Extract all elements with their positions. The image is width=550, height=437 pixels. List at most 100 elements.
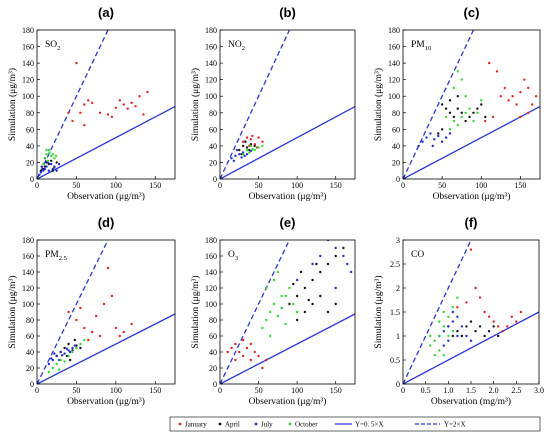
point-january bbox=[249, 138, 253, 141]
y-tick-label: 40 bbox=[209, 348, 217, 357]
point-july bbox=[456, 334, 459, 338]
point-july bbox=[61, 354, 64, 357]
point-january bbox=[487, 61, 491, 65]
y-axis-label: Simulation (μg/m³) bbox=[190, 275, 201, 348]
axes-frame bbox=[219, 239, 356, 385]
y-tick-label: 0 bbox=[30, 175, 34, 184]
point-october bbox=[429, 334, 432, 338]
point-january bbox=[484, 119, 487, 123]
point-january bbox=[234, 342, 237, 346]
y-tick-label: 60 bbox=[26, 332, 34, 341]
point-october bbox=[57, 368, 61, 371]
point-april bbox=[244, 140, 247, 143]
point-april bbox=[253, 144, 256, 148]
y-tick-label: 140 bbox=[22, 59, 34, 68]
y-tick-label: 40 bbox=[26, 142, 34, 151]
line-y-half-x bbox=[37, 105, 175, 179]
line-y-2x bbox=[220, 30, 291, 179]
point-april bbox=[342, 246, 345, 250]
point-january bbox=[241, 354, 245, 358]
point-april bbox=[456, 330, 459, 333]
panel-a: (a) 0 50 100 150 0 20 40 60 80 100 120 140 160 180 Obse… bbox=[7, 5, 176, 202]
point-january bbox=[110, 115, 114, 119]
reference-lines bbox=[403, 30, 540, 179]
point-april bbox=[469, 320, 473, 323]
point-july bbox=[447, 339, 450, 342]
y-tick-label: 100 bbox=[388, 92, 400, 101]
panel-label: (f) bbox=[465, 215, 478, 230]
axes-frame bbox=[219, 29, 356, 180]
point-january bbox=[495, 70, 499, 73]
point-october bbox=[51, 152, 54, 156]
legend-marker-july bbox=[254, 422, 258, 426]
x-tick-label: 2.5 bbox=[511, 386, 521, 395]
point-april bbox=[303, 286, 307, 290]
point-april bbox=[448, 99, 452, 102]
point-april bbox=[478, 325, 482, 328]
point-january bbox=[469, 248, 473, 251]
point-january bbox=[474, 286, 477, 290]
line-y-half-x bbox=[403, 311, 539, 384]
point-april bbox=[51, 169, 54, 172]
point-january bbox=[249, 358, 253, 362]
point-october bbox=[83, 338, 86, 342]
point-january bbox=[110, 294, 114, 298]
point-october bbox=[265, 286, 268, 290]
point-january bbox=[118, 334, 122, 338]
point-april bbox=[480, 103, 483, 106]
point-january bbox=[510, 315, 513, 318]
point-april bbox=[315, 262, 318, 266]
point-october bbox=[67, 354, 70, 358]
point-july bbox=[245, 152, 249, 156]
point-july bbox=[46, 161, 50, 164]
point-april bbox=[334, 254, 337, 258]
point-october bbox=[55, 362, 58, 366]
y-tick-label: 20 bbox=[209, 158, 217, 167]
x-tick-label: 0 bbox=[401, 181, 405, 190]
point-april bbox=[249, 143, 253, 146]
y-tick-label: 2.5 bbox=[390, 260, 400, 269]
legend-label-line2: Y=2×X bbox=[444, 421, 466, 429]
x-tick-label: 0 bbox=[401, 386, 405, 395]
point-january bbox=[98, 111, 102, 114]
point-january bbox=[245, 136, 249, 139]
point-january bbox=[142, 113, 145, 116]
point-april bbox=[456, 107, 459, 110]
point-january bbox=[87, 338, 90, 342]
point-january bbox=[79, 111, 82, 114]
point-october bbox=[261, 144, 264, 148]
panel-label: (c) bbox=[464, 5, 480, 20]
x-tick-label: 100 bbox=[475, 181, 487, 190]
x-axis-label: Observation (μg/m³) bbox=[67, 191, 145, 202]
point-july bbox=[49, 162, 53, 166]
point-october bbox=[438, 320, 441, 323]
point-july bbox=[460, 325, 464, 328]
point-january bbox=[253, 143, 256, 146]
y-tick-label: 80 bbox=[26, 316, 34, 325]
y-tick-label: 0 bbox=[396, 175, 400, 184]
point-october bbox=[268, 334, 272, 338]
x-tick-label: 100 bbox=[291, 181, 303, 190]
point-april bbox=[465, 325, 468, 328]
point-july bbox=[243, 154, 246, 158]
point-october bbox=[456, 123, 459, 127]
point-october bbox=[253, 148, 256, 152]
point-july bbox=[249, 149, 253, 153]
x-tick-label: 100 bbox=[291, 386, 303, 395]
point-july bbox=[447, 325, 450, 328]
point-january bbox=[94, 314, 98, 318]
point-january bbox=[251, 134, 254, 138]
point-april bbox=[487, 330, 491, 333]
point-january bbox=[511, 95, 514, 98]
point-april bbox=[303, 310, 307, 314]
y-tick-label: 180 bbox=[205, 26, 217, 35]
point-april bbox=[288, 302, 291, 306]
x-tick-label: 0 bbox=[35, 386, 39, 395]
point-october bbox=[464, 111, 467, 114]
point-october bbox=[43, 157, 47, 160]
point-july bbox=[40, 165, 43, 168]
point-april bbox=[464, 119, 467, 123]
x-tick-label: 3.0 bbox=[534, 386, 544, 395]
point-july bbox=[295, 278, 299, 282]
point-january bbox=[501, 330, 504, 333]
